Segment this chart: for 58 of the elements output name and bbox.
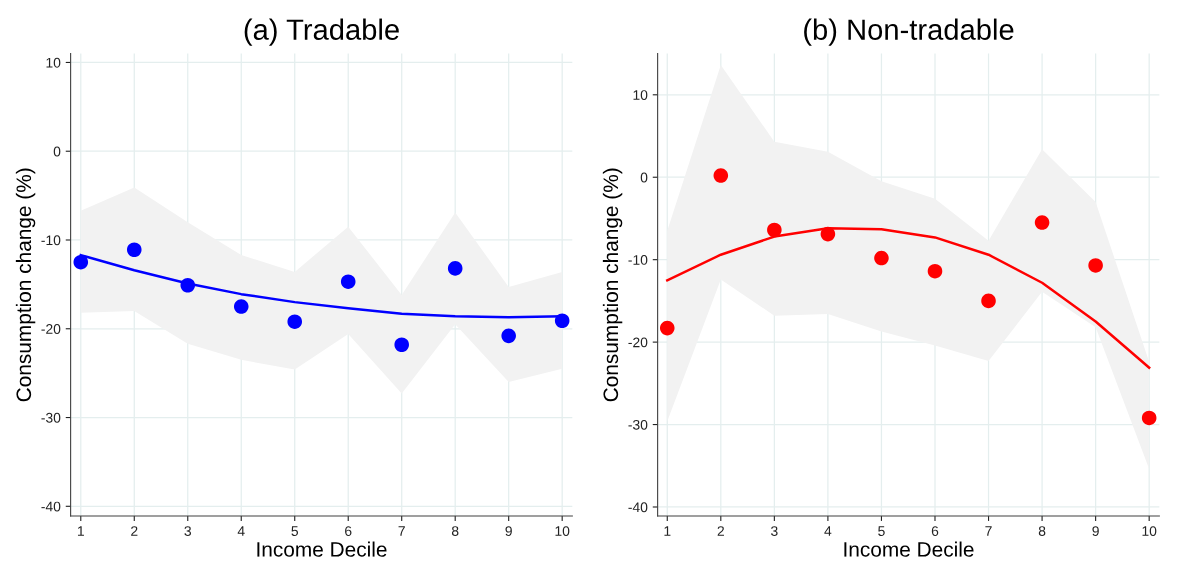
y-tick-label: 0 [640,172,648,183]
chart-title: (b) Non-tradable [804,18,1014,46]
point [820,226,836,242]
y-axis-title: Consumption change (%) [15,168,36,402]
point [1034,215,1050,230]
point [447,261,463,276]
x-tick-label: 1 [77,526,84,536]
x-axis-title: Income Decile [257,541,387,557]
x-tick-label: 8 [1038,526,1046,536]
chart-title: (a) Tradable [244,18,399,46]
point [180,277,196,293]
y-tick-label: -30 [628,419,648,430]
x-tick-label: 8 [451,526,459,536]
point [501,328,516,344]
x-tick-label: 7 [985,526,992,536]
point [1141,410,1157,426]
x-tick-label: 5 [878,526,885,536]
point [287,314,303,329]
point [659,320,675,336]
x-tick-label: 3 [184,526,192,536]
point [340,274,356,289]
point [713,168,729,183]
y-tick-label: -40 [41,501,61,512]
y-tick-label: 10 [46,57,61,68]
point [1088,258,1103,273]
x-tick-label: 4 [237,526,245,536]
point [767,222,782,238]
y-tick-label: -20 [41,324,61,334]
y-tick-label: 0 [53,146,61,157]
x-tick-label: 4 [824,526,832,536]
x-tick-label: 5 [291,526,299,536]
y-tick-label: -40 [628,502,648,513]
x-tick-label: 9 [1092,526,1099,536]
point [554,313,570,329]
y-tick-label: -20 [628,337,648,348]
x-tick-label: 6 [345,526,352,536]
point [126,242,142,258]
point [233,299,249,314]
x-tick-label: 10 [555,526,570,536]
x-tick-label: 2 [717,526,724,536]
x-tick-label: 6 [931,526,939,536]
point [927,263,943,279]
y-tick-label: -10 [41,235,61,246]
x-tick-label: 9 [505,526,512,536]
y-tick-label: -10 [628,255,648,265]
x-tick-label: 2 [131,526,138,536]
point [874,250,889,266]
y-axis-title: Consumption change (%) [602,168,623,402]
point [394,337,409,353]
point [981,293,996,309]
x-tick-label: 1 [664,526,671,536]
x-tick-label: 3 [771,526,778,536]
y-tick-label: -30 [41,412,61,423]
x-axis-title: Income Decile [844,541,974,557]
x-tick-label: 10 [1142,526,1157,536]
x-tick-label: 7 [398,526,405,536]
point [73,254,89,270]
y-tick-label: 10 [633,90,648,100]
